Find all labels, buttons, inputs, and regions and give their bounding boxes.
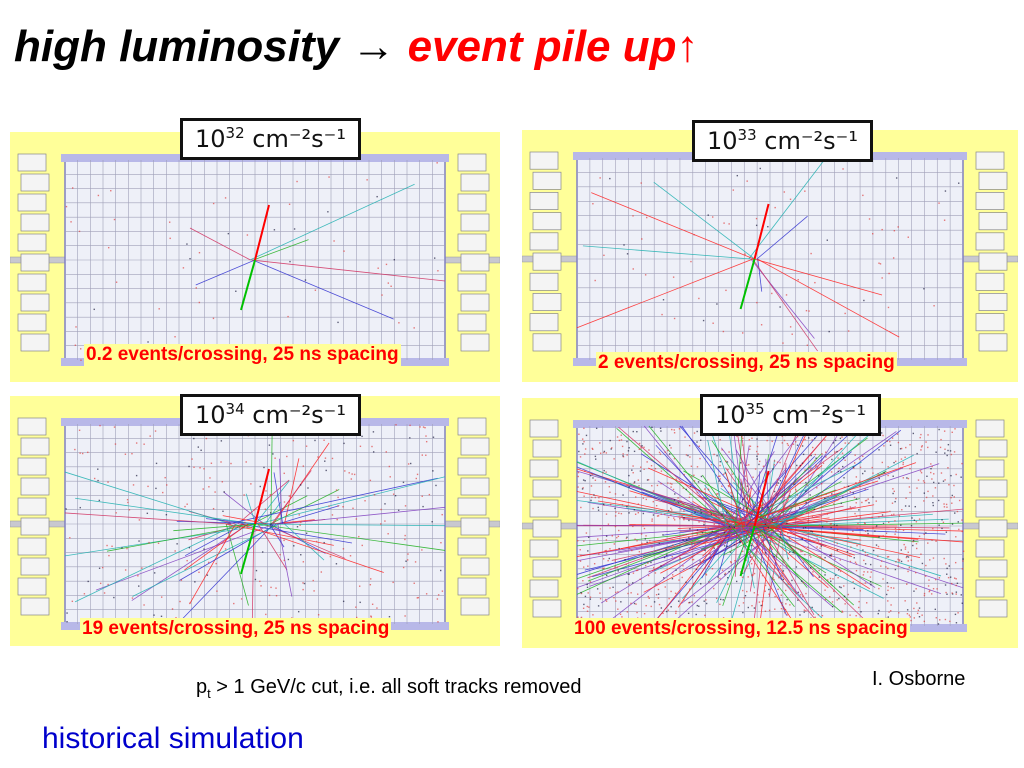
detector-hits	[592, 158, 960, 361]
slide-title: high luminosity → event pile up↑	[14, 22, 699, 72]
endcap-right	[457, 417, 490, 616]
signal-tracks	[739, 203, 770, 310]
endcap-left	[529, 151, 562, 352]
endcap-right	[457, 153, 490, 352]
luminosity-label-1: 1032 cm⁻²s⁻¹	[180, 118, 361, 160]
credit-author: I. Osborne	[872, 668, 966, 690]
panel-caption-4: 100 events/crossing, 12.5 ns spacing	[572, 618, 910, 640]
title-part-pileup: event pile up↑	[407, 22, 699, 71]
panel-caption-2: 2 events/crossing, 25 ns spacing	[596, 352, 897, 374]
luminosity-exponent-4: 35	[745, 400, 765, 418]
signal-tracks	[739, 470, 770, 577]
event-display-panel-2	[522, 130, 1018, 382]
luminosity-unit-4: cm⁻²s⁻¹	[772, 401, 866, 429]
event-display-panel-3	[10, 396, 500, 646]
endcap-left	[17, 153, 50, 352]
endcap-right	[975, 151, 1008, 352]
panel-caption-3: 19 events/crossing, 25 ns spacing	[80, 618, 392, 640]
detector-hits	[577, 426, 965, 628]
luminosity-exponent-2: 33	[737, 126, 757, 144]
pt-symbol: p	[196, 676, 208, 698]
pileup-tracks	[189, 183, 446, 320]
pt-cut-note: pt > 1 GeV/c cut, i.e. all soft tracks r…	[196, 676, 581, 701]
pt-subscript: t	[207, 686, 211, 701]
luminosity-label-4: 1035 cm⁻²s⁻¹	[700, 394, 881, 436]
pt-cut-text: > 1 GeV/c cut, i.e. all soft tracks remo…	[210, 676, 582, 698]
event-display-panel-1	[10, 132, 500, 382]
signal-tracks	[240, 204, 270, 311]
title-part-luminosity: high luminosity →	[14, 22, 408, 71]
luminosity-unit-2: cm⁻²s⁻¹	[764, 127, 858, 155]
pileup-tracks	[64, 423, 446, 625]
detector-event-display-2	[522, 151, 1018, 366]
endcap-left	[17, 417, 50, 616]
pileup-tracks	[576, 159, 900, 352]
luminosity-unit-3: cm⁻²s⁻¹	[252, 401, 346, 429]
luminosity-exponent-1: 32	[225, 124, 245, 142]
luminosity-unit-1: cm⁻²s⁻¹	[252, 125, 346, 153]
endcap-right	[975, 419, 1008, 618]
detector-event-display-1	[10, 153, 500, 366]
pileup-tracks	[576, 425, 964, 627]
luminosity-label-3: 1034 cm⁻²s⁻¹	[180, 394, 361, 436]
endcap-left	[529, 419, 562, 618]
signal-tracks	[240, 468, 270, 575]
panel-caption-1: 0.2 events/crossing, 25 ns spacing	[84, 344, 401, 366]
detector-grid	[577, 158, 963, 360]
luminosity-exponent-3: 34	[225, 400, 245, 418]
footer-historical-simulation: historical simulation	[42, 722, 304, 755]
luminosity-label-2: 1033 cm⁻²s⁻¹	[692, 120, 873, 162]
